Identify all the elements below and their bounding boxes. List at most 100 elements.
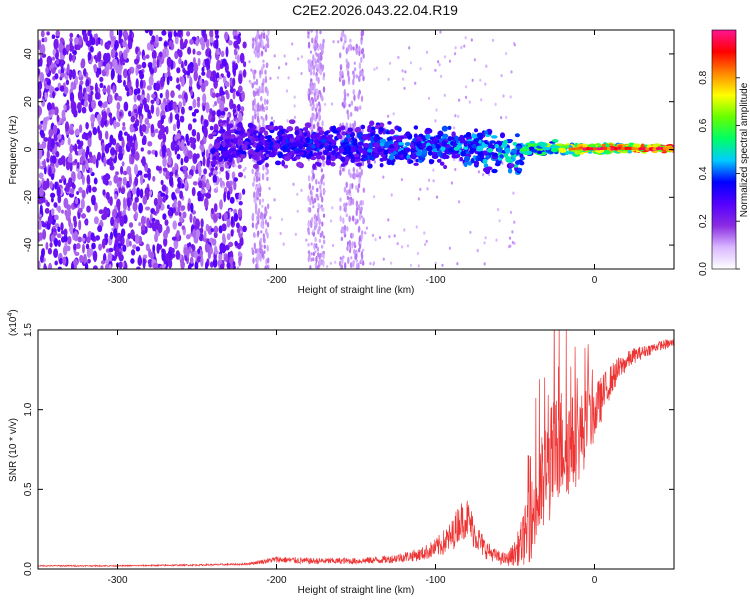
spectrogram-cell	[50, 197, 54, 203]
spectrogram-cell	[224, 89, 229, 96]
spectrogram-cell	[134, 233, 140, 245]
spectrogram-cell	[354, 253, 358, 260]
spectrogram-cell	[347, 256, 350, 265]
spectrogram-cell	[48, 109, 52, 115]
spectrogram-cell	[236, 127, 242, 132]
spectrogram-cell	[404, 70, 407, 74]
spectrogram-cell	[261, 251, 264, 259]
spectrogram-cell	[229, 209, 232, 213]
spectrogram-cell	[53, 228, 57, 233]
spectrogram-cell	[47, 214, 53, 225]
spectrogram-cell	[46, 55, 52, 66]
spectrogram-cell	[110, 48, 116, 59]
spectrogram-cell	[388, 235, 391, 239]
spectrogram-cell	[190, 243, 195, 250]
spectrogram-cell	[211, 76, 216, 83]
spectrogram-cell	[302, 127, 309, 131]
spectrogram-cell	[122, 125, 126, 131]
spectrogram-cell	[66, 104, 70, 111]
spectrogram-cell	[281, 160, 285, 167]
spectrogram-cell	[154, 128, 159, 134]
spectrogram-cell	[251, 82, 254, 89]
spectrogram-cell	[340, 236, 344, 242]
spectrogram-cell	[558, 148, 567, 153]
spectrogram-cell	[92, 126, 98, 136]
spectrogram-cell	[187, 46, 192, 55]
spectrogram-cell	[252, 41, 255, 46]
spectrogram-cell	[307, 222, 310, 226]
spectrogram-cell	[390, 261, 393, 265]
spectrogram-cell	[87, 95, 92, 101]
spectrogram-cell	[156, 97, 160, 106]
spectrogram-cell	[103, 212, 108, 220]
spectrogram-cell	[251, 247, 254, 251]
spectrogram-cell	[165, 253, 170, 263]
spectrogram-cell	[276, 143, 281, 149]
spectrogram-cell	[387, 218, 390, 222]
spectrogram-cell	[382, 156, 388, 161]
spectrogram-cell	[109, 196, 113, 206]
spectrogram-cell	[312, 163, 316, 170]
spectrogram-cell	[315, 154, 322, 160]
spectrogram-cell	[46, 31, 50, 36]
spectrogram-cell	[499, 154, 504, 159]
spectrogram-cell	[358, 225, 361, 233]
spectrogram-cell	[192, 229, 197, 239]
spectrogram-cell	[210, 160, 217, 165]
spectrogram-cell	[52, 91, 56, 99]
spectrogram-cell	[226, 262, 231, 269]
spectrogram-cell	[72, 54, 76, 64]
spectrogram-cell	[508, 236, 512, 240]
spectrogram-cell	[355, 259, 358, 263]
spectrogram-cell	[338, 147, 344, 154]
spectrogram-cell	[221, 185, 224, 189]
spectrogram-cell	[39, 187, 44, 198]
spectrogram-cell	[89, 85, 94, 91]
spectrogram-cell	[233, 177, 239, 182]
spectrogram-cell	[92, 154, 97, 165]
spectrogram-cell	[168, 101, 172, 112]
spectrogram-cell	[205, 48, 209, 57]
spectrogram-cell	[179, 76, 183, 83]
spectrogram-cell	[226, 70, 231, 79]
spectrogram-cell	[309, 264, 312, 269]
spectrogram-cell	[67, 137, 71, 146]
spectrogram-cell	[317, 47, 320, 51]
spectrogram-cell	[216, 96, 221, 104]
spectrogram-cell	[316, 103, 319, 109]
spectrogram-cell	[318, 89, 321, 95]
spectrogram-cell	[257, 207, 261, 215]
spectrogram-cell	[127, 206, 131, 212]
spectrogram-cell	[341, 131, 347, 136]
spectrogram-cell	[266, 37, 270, 45]
spectrogram-cell	[73, 143, 78, 154]
spectrogram-cell	[177, 206, 181, 213]
spectrogram-cell	[659, 146, 664, 150]
spectrogram-cell	[249, 148, 255, 155]
spectrogram-cell	[183, 145, 188, 153]
spectrogram-cell	[492, 152, 499, 157]
spectrogram-cell	[510, 70, 513, 74]
spectrogram-cell	[550, 147, 559, 153]
spectrogram-cell	[319, 184, 322, 190]
spectrogram-cell	[267, 257, 270, 264]
spectrogram-cell	[465, 95, 468, 99]
spectrogram-cell	[369, 120, 375, 126]
spectrogram-cell	[463, 161, 468, 168]
spectrogram-cell	[255, 174, 259, 183]
spectrogram-cell	[361, 230, 364, 235]
spectrogram-cell	[309, 99, 312, 104]
spectrogram-cell	[317, 151, 323, 156]
spectrogram-cell	[225, 171, 230, 181]
spectrogram-cell	[397, 55, 400, 60]
spectrogram-cell	[406, 244, 410, 248]
spectrogram-cell	[234, 56, 238, 60]
spectrogram-cell	[603, 149, 610, 155]
spectrogram-cell	[435, 108, 438, 112]
spectrogram-cell	[253, 197, 256, 203]
spectrogram-cell	[151, 35, 156, 43]
spectrogram-cell	[65, 44, 71, 52]
spectrogram-cell	[503, 139, 508, 144]
spectrogram-cell	[81, 174, 85, 186]
spectrogram-cell	[54, 73, 59, 80]
